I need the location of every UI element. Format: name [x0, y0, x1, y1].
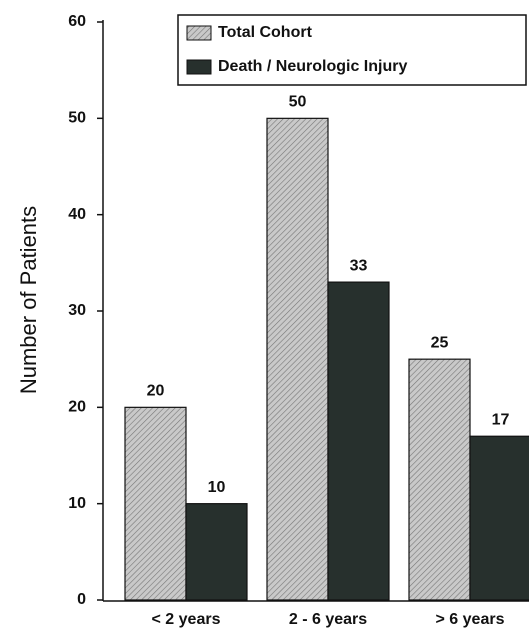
- x-tick-label: < 2 years: [152, 611, 221, 628]
- value-label: 10: [208, 479, 226, 496]
- y-tick-label: 60: [68, 13, 86, 30]
- y-tick-label: 50: [68, 110, 86, 127]
- x-tick-label: > 6 years: [436, 611, 505, 628]
- value-label: 33: [350, 257, 368, 274]
- bar: [408, 358, 471, 601]
- value-label: 50: [289, 94, 307, 111]
- bar: [124, 406, 187, 601]
- bar: [327, 281, 390, 601]
- bar: [185, 503, 248, 601]
- y-tick-label: 10: [68, 495, 86, 512]
- legend-swatch: [186, 59, 212, 75]
- y-tick-label: 0: [77, 591, 86, 608]
- legend-label: Total Cohort: [218, 24, 313, 41]
- legend-box: [177, 14, 527, 86]
- x-tick-label: 2 - 6 years: [289, 611, 367, 628]
- bar: [266, 117, 329, 601]
- bar: [469, 435, 529, 601]
- y-tick-label: 20: [68, 399, 86, 416]
- y-axis-label: Number of Patients: [16, 206, 41, 394]
- value-label: 17: [492, 411, 510, 428]
- value-label: 20: [147, 383, 165, 400]
- y-tick-label: 30: [68, 302, 86, 319]
- legend-swatch: [186, 25, 212, 41]
- value-label: 25: [431, 334, 449, 351]
- y-tick-label: 40: [68, 206, 86, 223]
- legend-label: Death / Neurologic Injury: [218, 58, 407, 75]
